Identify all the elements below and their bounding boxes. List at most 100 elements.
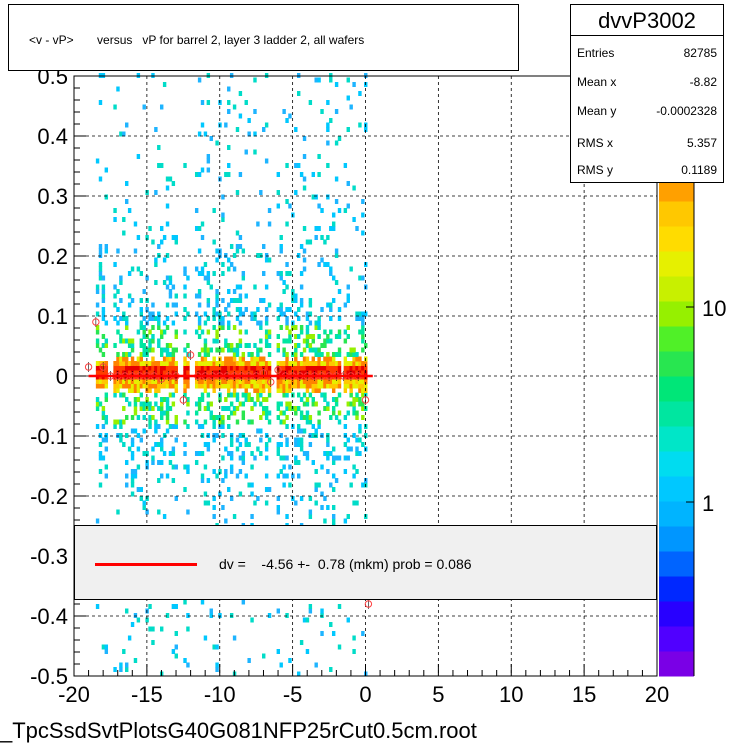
heatmap-cell (224, 446, 228, 452)
heatmap-cell (168, 361, 173, 366)
heatmap-cell (229, 379, 234, 384)
heatmap-cell (314, 77, 318, 83)
heatmap-cell (279, 433, 283, 438)
heatmap-cell (259, 338, 263, 344)
heatmap-cell (122, 392, 126, 398)
heatmap-cell (212, 514, 216, 519)
heatmap-cell (296, 379, 301, 384)
heatmap-cell (264, 320, 269, 326)
heatmap-cell (203, 406, 208, 411)
heatmap-cell (197, 361, 202, 366)
heatmap-cell (276, 316, 281, 321)
heatmap-cell (218, 379, 222, 384)
heatmap-cell (253, 284, 257, 290)
heatmap-cell (334, 199, 339, 204)
heatmap-cell (314, 469, 318, 474)
heatmap-cell (232, 365, 237, 371)
heatmap-cell (317, 334, 321, 339)
heatmap-cell (241, 361, 246, 366)
stat-label: RMS y (577, 163, 613, 177)
heatmap-cell (279, 469, 283, 474)
heatmap-cell (250, 464, 254, 470)
heatmap-cell (171, 464, 176, 470)
profile-point (84, 363, 93, 371)
heatmap-cell (259, 383, 263, 389)
heatmap-cell (209, 136, 213, 141)
heatmap-cell (299, 325, 304, 330)
heatmap-cell (162, 361, 167, 366)
heatmap-cell (352, 433, 356, 438)
heatmap-cell (329, 370, 333, 375)
heatmap-cell (183, 361, 187, 366)
heatmap-cell (331, 406, 336, 411)
heatmap-cell (361, 392, 365, 398)
heatmap-cell (206, 302, 211, 308)
heatmap-cell (288, 388, 292, 393)
heatmap-cell (305, 401, 310, 407)
heatmap-cell (299, 379, 304, 384)
heatmap-cell (241, 455, 246, 461)
heatmap-cell (154, 388, 158, 393)
heatmap-cell (288, 379, 292, 384)
heatmap-cell (262, 397, 266, 402)
heatmap-cell (174, 235, 178, 240)
heatmap-cell (241, 271, 246, 276)
heatmap-cell (276, 442, 281, 447)
heatmap-cell (294, 365, 298, 371)
heatmap-cell (101, 383, 106, 389)
heatmap-cell (232, 289, 237, 294)
heatmap-cell (116, 383, 120, 389)
heatmap-cell (206, 401, 211, 407)
heatmap-cell (142, 406, 146, 411)
heatmap-cell (183, 356, 187, 362)
heatmap-cell (104, 194, 109, 200)
heatmap-cell (320, 505, 324, 510)
heatmap-cell (253, 365, 257, 371)
heatmap-cell (235, 352, 240, 357)
heatmap-cell (331, 397, 336, 402)
heatmap-cell (314, 428, 318, 434)
heatmap-cell (361, 361, 365, 366)
heatmap-cell (326, 122, 330, 128)
heatmap-cell (294, 442, 298, 447)
heatmap-cell (256, 397, 260, 402)
heatmap-cell (183, 599, 187, 605)
heatmap-cell (119, 131, 123, 137)
heatmap-cell (259, 365, 263, 371)
heatmap-cell (253, 500, 257, 506)
heatmap-cell (334, 109, 339, 114)
heatmap-cell (197, 77, 202, 83)
heatmap-cell (95, 406, 100, 411)
heatmap-cell (294, 293, 298, 299)
heatmap-cell (346, 77, 350, 83)
heatmap-cell (130, 361, 135, 366)
heatmap-cell (279, 307, 283, 312)
heatmap-cell (125, 365, 129, 371)
heatmap-cell (139, 356, 144, 362)
heatmap-cell (299, 410, 304, 416)
heatmap-cell (174, 604, 178, 609)
heatmap-cell (337, 379, 342, 384)
heatmap-cell (259, 370, 263, 375)
heatmap-cell (221, 383, 225, 389)
heatmap-cell (142, 365, 146, 371)
heatmap-cell (142, 451, 146, 456)
heatmap-cell (218, 347, 222, 353)
heatmap-cell (95, 379, 100, 384)
heatmap-cell (291, 325, 295, 330)
colorbar-segment (659, 526, 694, 552)
heatmap-cell (296, 428, 301, 434)
heatmap-cell (358, 401, 362, 407)
heatmap-cell (101, 370, 106, 375)
heatmap-cell (101, 307, 106, 312)
heatmap-cell (250, 406, 254, 411)
heatmap-cell (148, 388, 152, 393)
heatmap-cell (227, 289, 231, 294)
heatmap-cell (174, 631, 178, 636)
heatmap-cell (355, 226, 359, 231)
heatmap-cell (329, 271, 333, 276)
heatmap-cell (229, 244, 234, 249)
heatmap-cell (159, 329, 164, 335)
heatmap-cell (209, 415, 213, 420)
heatmap-cell (256, 221, 260, 227)
